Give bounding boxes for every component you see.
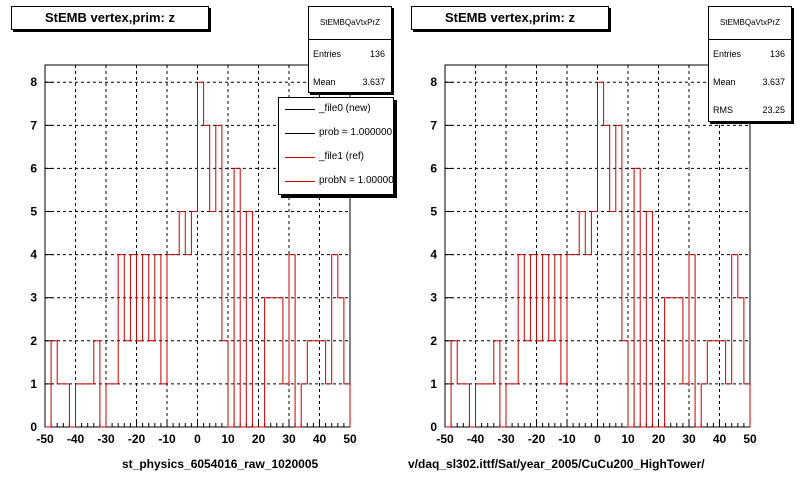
histogram-title: StEMB vertex,prim: z <box>411 6 609 30</box>
left-pad: -50 -40 -30 -20 -10 0 10 20 30 40 50 0 1 2 3 4 5 6 7 8 StEM… <box>11 6 394 471</box>
stats-label: RMS <box>713 105 733 115</box>
y-tick-label: 1 <box>30 377 37 391</box>
x-tick-label: 50 <box>743 432 757 446</box>
y-tick-label: 5 <box>430 205 437 219</box>
y-tick-label: 6 <box>430 161 437 175</box>
histogram-title: StEMB vertex,prim: z <box>11 6 209 30</box>
legend-item: probN = 1.000000 <box>279 170 393 194</box>
legend-item: _file1 (ref) <box>279 146 393 170</box>
legend-line-black <box>285 109 315 110</box>
x-tick-label: 0 <box>194 432 201 446</box>
stats-label: Mean <box>713 77 736 87</box>
stats-value: 3.637 <box>762 77 785 87</box>
stats-value: 23.25 <box>762 105 785 115</box>
stats-box: StEMBQaVtxPrZ Entries 136 Mean 3.637 RMS… <box>708 6 792 122</box>
x-tick-label: -10 <box>558 432 576 446</box>
stats-value: 136 <box>769 49 785 59</box>
stats-value: 136 <box>369 49 385 59</box>
legend-label: _file0 (new) <box>319 103 371 114</box>
legend-item: prob = 1.000000 <box>279 122 393 146</box>
legend-line-black <box>285 133 315 134</box>
x-tick-label: 20 <box>652 432 666 446</box>
stats-box: StEMBQaVtxPrZ Entries 136 Mean 3.637 <box>308 6 392 93</box>
y-tick-label: 0 <box>30 420 37 434</box>
stats-row-mean: Mean 3.637 <box>709 68 791 96</box>
stats-title: StEMBQaVtxPrZ <box>309 7 391 40</box>
legend-line-red <box>285 157 315 158</box>
x-tick-label: -30 <box>97 432 115 446</box>
legend-item: _file0 (new) <box>279 98 393 122</box>
y-tick-label: 0 <box>430 420 437 434</box>
y-tick-label: 8 <box>30 75 37 89</box>
footer-label: v/daq_sl302.ittf/Sat/year_2005/CuCu200_H… <box>408 457 705 471</box>
y-tick-label: 7 <box>30 118 37 132</box>
footer-label: st_physics_6054016_raw_1020005 <box>122 457 319 471</box>
y-tick-label: 3 <box>430 291 437 305</box>
right-pad: -50 -40 -30 -20 -10 0 10 20 30 40 50 0 1 2 3 4 5 6 7 8 StEM… <box>400 0 800 480</box>
x-tick-label: 20 <box>252 432 266 446</box>
y-tick-label: 8 <box>430 75 437 89</box>
x-tick-label: 0 <box>594 432 601 446</box>
legend-label: probN = 1.000000 <box>319 175 394 186</box>
y-tick-label: 4 <box>30 248 37 262</box>
legend-label: prob = 1.000000 <box>319 127 393 138</box>
x-tick-label: 50 <box>343 432 357 446</box>
x-tick-label: -20 <box>528 432 546 446</box>
histogram-right: -50 -40 -30 -20 -10 0 10 20 30 40 50 0 1 2 3 4 5 6 7 8 <box>430 64 757 446</box>
y-tick-label: 1 <box>430 377 437 391</box>
stats-label: Mean <box>313 77 336 87</box>
y-tick-label: 2 <box>30 334 37 348</box>
x-tick-label: -40 <box>467 432 485 446</box>
y-tick-label: 3 <box>30 291 37 305</box>
y-tick-label: 7 <box>430 118 437 132</box>
stats-row-entries: Entries 136 <box>309 40 391 68</box>
x-tick-label: -10 <box>158 432 176 446</box>
x-tick-label: -50 <box>436 432 454 446</box>
stats-row-mean: Mean 3.637 <box>309 68 391 92</box>
y-tick-label: 4 <box>430 248 437 262</box>
x-tick-label: -40 <box>67 432 85 446</box>
x-tick-label: 30 <box>282 432 296 446</box>
legend-label: _file1 (ref) <box>319 151 365 162</box>
x-tick-label: -30 <box>497 432 515 446</box>
histogram-series <box>45 81 351 428</box>
x-tick-label: 40 <box>713 432 727 446</box>
stats-label: Entries <box>313 49 342 59</box>
histogram-series <box>445 81 751 428</box>
x-tick-label: -50 <box>36 432 54 446</box>
stats-row-rms: RMS 23.25 <box>709 96 791 124</box>
x-tick-label: 40 <box>313 432 327 446</box>
stats-row-entries: Entries 136 <box>709 40 791 68</box>
x-tick-label: 10 <box>221 432 235 446</box>
y-tick-label: 5 <box>30 205 37 219</box>
legend-line-red <box>285 181 315 182</box>
x-tick-label: -20 <box>128 432 146 446</box>
stats-label: Entries <box>713 49 742 59</box>
legend: _file0 (new) prob = 1.000000 _file1 (ref… <box>278 97 394 195</box>
x-tick-label: 10 <box>621 432 635 446</box>
x-tick-label: 30 <box>682 432 696 446</box>
stats-title: StEMBQaVtxPrZ <box>709 7 791 40</box>
y-tick-label: 6 <box>30 161 37 175</box>
stats-value: 3.637 <box>362 77 385 87</box>
y-tick-label: 2 <box>430 334 437 348</box>
